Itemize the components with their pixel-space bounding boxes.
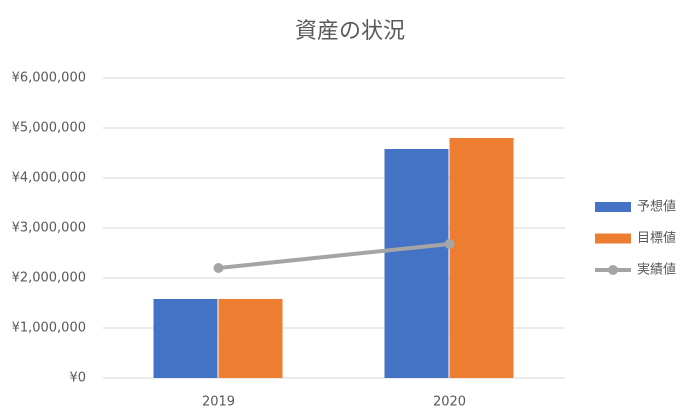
legend-swatch — [595, 233, 631, 244]
legend-label: 目標値 — [637, 230, 676, 246]
y-tick-label: ¥5,000,000 — [12, 121, 86, 136]
y-tick-label: ¥1,000,000 — [12, 321, 86, 336]
legend-swatch — [595, 202, 631, 212]
y-tick-label: ¥6,000,000 — [12, 71, 86, 86]
legend-label: 実績値 — [637, 262, 676, 278]
bar — [449, 138, 514, 378]
x-tick-label: 2019 — [202, 395, 235, 410]
chart-title: 資産の状況 — [295, 19, 405, 44]
line-marker — [444, 239, 455, 249]
legend-swatch-marker — [608, 265, 618, 275]
y-tick-label: ¥4,000,000 — [12, 171, 86, 186]
line-marker — [213, 263, 224, 273]
line — [218, 242, 450, 270]
y-tick-label: ¥2,000,000 — [12, 271, 86, 286]
y-tick-label: ¥0 — [69, 371, 86, 386]
legend-label: 予想値 — [637, 199, 676, 215]
bar — [384, 149, 449, 378]
y-tick-label: ¥3,000,000 — [12, 221, 86, 236]
bar — [218, 299, 283, 378]
bar — [153, 299, 218, 378]
x-tick-label: 2020 — [433, 395, 466, 410]
